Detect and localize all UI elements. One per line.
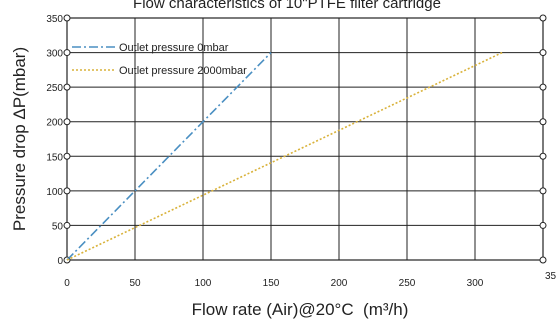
- y-axis-marker-right: [539, 221, 547, 229]
- y-axis-marker-right: [539, 14, 547, 22]
- x-tick-label: 350: [545, 271, 556, 282]
- grid: [67, 18, 543, 260]
- y-axis-label: Pressure drop ΔP(mbar): [10, 47, 29, 231]
- y-axis-marker-left: [63, 49, 71, 57]
- x-tick-label: 150: [263, 278, 280, 289]
- y-tick-label: 300: [46, 49, 63, 60]
- y-axis-marker-left: [63, 187, 71, 195]
- y-axis-marker-right: [539, 187, 547, 195]
- x-tick-label: 300: [467, 278, 484, 289]
- x-tick-label: 50: [129, 278, 141, 289]
- y-tick-labels: 0 50 100 150 200 250 300 350: [46, 14, 63, 267]
- y-axis-marker-left: [63, 152, 71, 160]
- y-axis-marker-right: [539, 256, 547, 264]
- series-lines: [66, 51, 503, 261]
- y-axis-marker-right: [539, 152, 547, 160]
- y-tick-label: 50: [52, 221, 64, 232]
- series-line-0: [66, 52, 272, 261]
- chart-title: Flow characteristics of 10"PTFE filter c…: [133, 0, 441, 12]
- y-tick-label: 150: [46, 152, 63, 163]
- x-tick-label: 100: [195, 278, 212, 289]
- y-axis-marker-left: [63, 118, 71, 126]
- y-tick-label: 0: [57, 256, 63, 267]
- legend: Outlet pressure 0mbar Outlet pressure 200…: [72, 42, 247, 77]
- series-line-1: [66, 51, 503, 261]
- y-axis-marker-right: [539, 49, 547, 57]
- x-tick-labels: 0 50 100 150 200 250 300 350: [64, 271, 556, 289]
- x-tick-label: 250: [399, 278, 416, 289]
- legend-label-0: Outlet pressure 0mbar: [119, 42, 229, 54]
- y-axis-marker-right: [539, 83, 547, 91]
- y-tick-label: 100: [46, 187, 63, 198]
- x-axis-label: Flow rate (Air)@20°C (m³/h): [192, 300, 409, 319]
- y-axis-marker-left: [63, 14, 71, 22]
- y-tick-label: 200: [46, 118, 63, 129]
- axis-markers: [63, 14, 547, 264]
- y-axis-marker-left: [63, 221, 71, 229]
- plot-frame: [66, 17, 544, 261]
- y-tick-label: 350: [46, 14, 63, 25]
- x-tick-label: 0: [64, 278, 70, 289]
- y-axis-marker-left: [63, 83, 71, 91]
- x-tick-label: 200: [331, 278, 348, 289]
- y-axis-marker-right: [539, 118, 547, 126]
- y-tick-label: 250: [46, 83, 63, 94]
- legend-label-1: Outlet pressure 2000mbar: [119, 65, 247, 77]
